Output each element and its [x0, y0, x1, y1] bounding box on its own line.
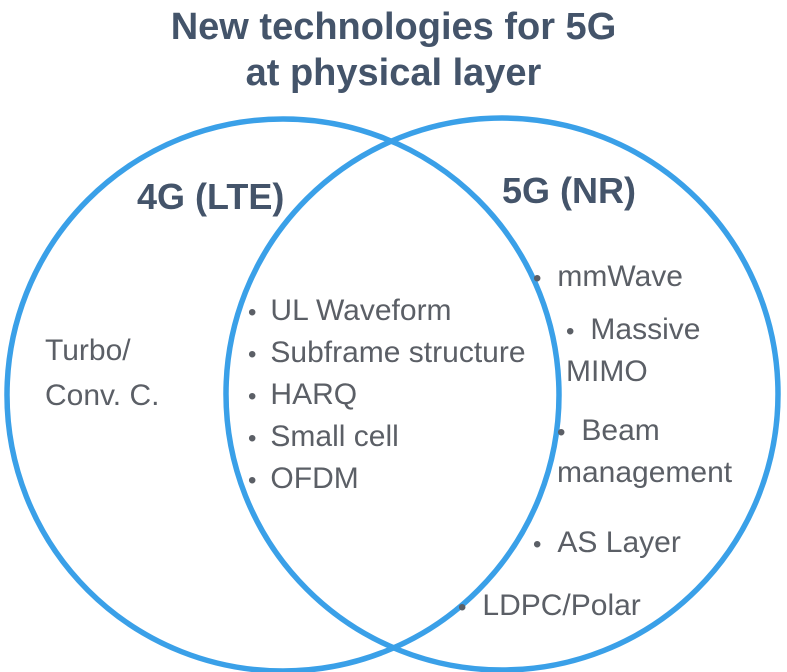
- intersection-item: • HARQ: [248, 378, 526, 420]
- bullet-icon: •: [533, 265, 542, 292]
- intersection-item: • UL Waveform: [248, 294, 526, 336]
- right-circle-outline: [223, 115, 781, 672]
- diagram-title-line1: New technologies for 5G: [170, 6, 617, 48]
- intersection-item-label: Small cell: [270, 420, 399, 453]
- bullet-icon: •: [248, 467, 257, 494]
- bullet-icon: •: [458, 594, 467, 621]
- right-only-item: • Massive MIMO: [566, 310, 734, 392]
- intersection-item-label: Subframe structure: [270, 336, 526, 369]
- bullet-icon: •: [248, 341, 257, 368]
- intersection-item: • OFDM: [248, 462, 526, 504]
- right-only-item-label: Massive MIMO: [566, 313, 701, 388]
- bullet-icon: •: [248, 425, 257, 452]
- intersection-item: • Small cell: [248, 420, 526, 462]
- right-only-item: • mmWave: [533, 257, 683, 299]
- right-circle-label: 5G (NR): [502, 170, 636, 211]
- right-only-item-label: mmWave: [557, 260, 683, 293]
- left-circle-outline: [4, 116, 562, 672]
- right-only-item-label: Beam management: [557, 414, 733, 489]
- bullet-icon: •: [533, 531, 542, 558]
- right-only-item-label: LDPC/Polar: [482, 589, 641, 622]
- bullet-icon: •: [248, 299, 257, 326]
- bullet-icon: •: [557, 419, 566, 446]
- bullet-icon: •: [248, 383, 257, 410]
- intersection-list: • UL Waveform • Subframe structure • HAR…: [248, 294, 526, 504]
- intersection-item-label: UL Waveform: [270, 294, 452, 327]
- right-only-item: • LDPC/Polar: [458, 586, 641, 628]
- bullet-icon: •: [566, 318, 575, 345]
- diagram-title-line2: at physical layer: [245, 52, 542, 94]
- intersection-item-label: OFDM: [270, 462, 359, 495]
- left-only-item: Turbo/ Conv. C.: [45, 328, 159, 418]
- left-only-item-line1: Turbo/: [45, 334, 131, 367]
- intersection-item-label: HARQ: [270, 378, 358, 411]
- right-only-item-label: AS Layer: [557, 526, 681, 559]
- diagram-title: New technologies for 5G at physical laye…: [0, 4, 787, 96]
- intersection-item: • Subframe structure: [248, 336, 526, 378]
- right-only-item: • AS Layer: [533, 523, 681, 565]
- right-only-item: • Beam management: [557, 411, 762, 493]
- left-circle-label: 4G (LTE): [137, 176, 285, 217]
- left-only-item-line2: Conv. C.: [45, 379, 160, 412]
